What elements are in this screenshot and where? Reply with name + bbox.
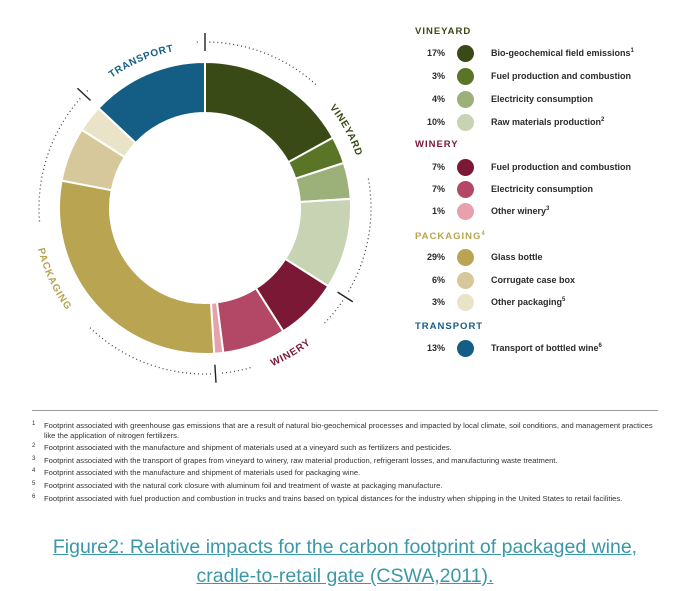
legend-item: 7% Electricity consumption — [415, 181, 685, 199]
legend-percent: 29% — [426, 252, 445, 262]
caption-line-2: cradle-to-retail gate (CSWA,2011). — [196, 565, 494, 587]
legend-item: 4% Electricity consumption — [415, 91, 685, 109]
legend-item: 3% Fuel production and combustion — [415, 68, 685, 86]
figure-caption-link[interactable]: Figure2: Relative impacts for the carbon… — [40, 533, 650, 591]
legend-percent: 4% — [431, 94, 445, 104]
footnote-text: Footprint associated with the transport … — [44, 455, 558, 465]
legend-label: Corrugate case box — [491, 275, 576, 285]
legend-label: Bio-geochemical field emissions1 — [491, 48, 634, 58]
footnote: 5 Footprint associated with the natural c… — [32, 481, 662, 491]
legend-item: 13% Transport of bottled wine6 — [415, 340, 685, 358]
footnote-number: 4 — [32, 468, 36, 475]
footnote-text: Footprint associated with fuel productio… — [44, 493, 623, 503]
footnote: 3 Footprint associated with the transport… — [32, 456, 662, 466]
legend-percent: 7% — [431, 184, 445, 194]
legend-label: Transport of bottled wine6 — [491, 343, 602, 353]
legend-label: Glass bottle — [491, 252, 543, 262]
footnote-number: 2 — [32, 443, 36, 450]
donut-slices — [58, 60, 352, 355]
legend-swatch — [457, 249, 474, 266]
group-ring-arc — [322, 300, 344, 326]
slice-packaging-glass-bottle — [58, 179, 216, 355]
group-ring-arcs — [38, 41, 372, 375]
legend-label: Fuel production and combustion — [491, 162, 631, 172]
legend-label: Electricity consumption — [491, 184, 594, 194]
footnote: 6 Footprint associated with fuel producti… — [32, 494, 662, 504]
group-divider-tick — [214, 364, 217, 383]
legend-label: Other winery3 — [491, 206, 550, 216]
legend-swatch — [457, 68, 474, 85]
legend-item: 6% Corrugate case box — [415, 272, 685, 290]
legend-label: Electricity consumption — [491, 94, 594, 104]
legend-swatch — [457, 272, 474, 289]
group-ring-arc — [219, 367, 251, 374]
legend-swatch — [457, 91, 474, 108]
footnote-text: Footprint associated with the natural co… — [44, 480, 443, 490]
legend-item: 29% Glass bottle — [415, 249, 685, 267]
legend-percent: 17% — [426, 48, 445, 58]
legend-percent: 3% — [431, 297, 445, 307]
group-divider-tick — [76, 87, 92, 102]
legend-group-title-transport: TRANSPORT — [415, 321, 484, 332]
legend-percent: 3% — [431, 71, 445, 81]
footnotes: 1 Footprint associated with greenhouse ga… — [32, 421, 662, 506]
legend-swatch — [457, 181, 474, 198]
legend-swatch — [457, 45, 474, 62]
ring-label-winery: WINERY — [269, 337, 313, 369]
legend-percent: 1% — [431, 206, 445, 216]
legend-group-title-vineyard: VINEYARD — [415, 26, 472, 37]
footnote-number: 5 — [32, 480, 36, 487]
legend-swatch — [457, 114, 474, 131]
footnote: 4 Footprint associated with the manufactu… — [32, 468, 662, 478]
slice-transport-transport-of-bottled-wine — [97, 60, 206, 145]
group-ring-arc — [86, 88, 91, 92]
legend-swatch — [457, 340, 474, 357]
group-divider-ticks — [76, 33, 354, 383]
group-divider-tick — [337, 291, 354, 303]
footnote-divider — [32, 410, 658, 411]
legend-item: 3% Other packaging5 — [415, 294, 685, 312]
legend-percent: 6% — [431, 275, 445, 285]
caption-line-1: Figure2: Relative impacts for the carbon… — [52, 536, 638, 558]
legend-item: 1% Other winery3 — [415, 203, 685, 221]
legend-label: Raw materials production2 — [491, 117, 605, 127]
footnote-text: Footprint associated with the manufactur… — [44, 443, 452, 453]
footnote: 2 Footprint associated with the manufactu… — [32, 443, 662, 453]
legend-item: 17% Bio-geochemical field emissions1 — [415, 45, 685, 63]
footnote-text: Footprint associated with greenhouse gas… — [44, 421, 653, 440]
footnote-number: 6 — [32, 493, 36, 500]
footnote-number: 3 — [32, 455, 36, 462]
legend-swatch — [457, 203, 474, 220]
legend-label: Other packaging5 — [491, 297, 566, 307]
legend-item: 7% Fuel production and combustion — [415, 159, 685, 177]
legend-group-title-packaging: PACKAGING4 — [415, 231, 486, 243]
legend-swatch — [457, 294, 474, 311]
legend-percent: 10% — [426, 117, 445, 127]
legend-percent: 13% — [426, 343, 445, 353]
footnote: 1 Footprint associated with greenhouse ga… — [32, 421, 662, 440]
legend-group-title-winery: WINERY — [415, 139, 459, 150]
footnote-text: Footprint associated with the manufactur… — [44, 468, 361, 478]
legend-swatch — [457, 159, 474, 176]
footnote-number: 1 — [32, 421, 36, 427]
legend-percent: 7% — [431, 162, 445, 172]
legend-label: Fuel production and combustion — [491, 71, 631, 81]
legend-item: 10% Raw materials production2 — [415, 114, 685, 132]
